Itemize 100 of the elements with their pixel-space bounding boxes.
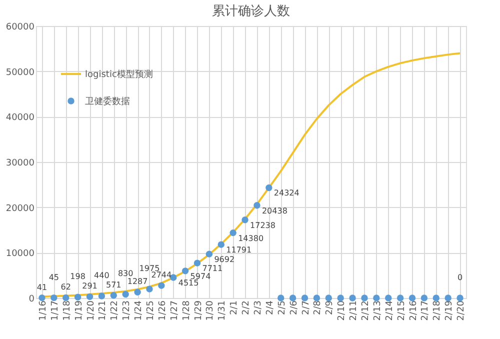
- y-tick-label: 30000: [6, 158, 35, 168]
- y-tick-label: 0: [28, 294, 35, 304]
- x-tick-label: 2/16: [408, 300, 419, 321]
- y-tick-label: 60000: [6, 22, 35, 32]
- data-label: 45: [48, 272, 60, 282]
- point: [218, 241, 224, 248]
- legend-label: logistic模型预测: [85, 69, 153, 80]
- data-label: 14380: [238, 234, 264, 243]
- data-label: 41: [36, 282, 48, 292]
- data-label: 0: [457, 273, 463, 282]
- x-tick-label: 2/18: [432, 300, 443, 321]
- x-tick-label: 2/11: [349, 300, 360, 321]
- data-label: 2744: [151, 270, 172, 280]
- y-tick-label: 10000: [6, 249, 35, 260]
- point: [74, 294, 82, 300]
- x-tick-label: 2/12: [360, 300, 371, 321]
- x-tick-label: 1/31: [218, 300, 228, 321]
- x-tick-label: 2/9: [325, 300, 336, 315]
- x-tick-label: 1/25: [146, 300, 156, 321]
- data-label: 4515: [178, 278, 199, 288]
- point: [98, 292, 106, 300]
- x-tick-label: 2/3: [253, 300, 264, 315]
- data-label: 291: [82, 282, 98, 291]
- chart-title: 累计确诊人数: [212, 4, 290, 19]
- x-tick-label: 1/27: [170, 300, 180, 321]
- x-tick-label: 2/17: [420, 300, 431, 321]
- x-tick-label: 2/4: [265, 300, 276, 315]
- x-tick-label: 1/24: [134, 300, 144, 321]
- x-tick-label: 1/29: [194, 300, 204, 321]
- data-label: 1287: [127, 277, 148, 286]
- data-label: 17238: [250, 220, 276, 230]
- x-tick-label: 2/8: [313, 300, 324, 315]
- legend-label: 卫健委数据: [85, 96, 130, 107]
- data-label: 24324: [274, 188, 300, 198]
- x-tick-label: 2/10: [337, 300, 348, 321]
- x-tick-label: 1/22: [110, 300, 120, 321]
- point: [158, 282, 165, 289]
- point: [337, 294, 344, 302]
- point: [206, 250, 213, 258]
- point: [122, 290, 129, 298]
- y-tick-label: 20000: [6, 204, 35, 214]
- point: [194, 260, 201, 266]
- x-tick-label: 1/26: [158, 300, 168, 321]
- data-label: 62: [60, 282, 71, 292]
- point: [50, 294, 58, 302]
- point: [444, 294, 452, 302]
- x-tick-label: 1/30: [206, 300, 216, 321]
- point: [361, 294, 368, 302]
- point: [182, 268, 189, 274]
- data-label: 198: [70, 272, 86, 282]
- y-tick-label: 50000: [6, 68, 35, 78]
- point: [134, 288, 141, 296]
- point: [62, 294, 70, 302]
- x-tick-label: 1/16: [38, 300, 48, 321]
- x-tick-label: 1/17: [50, 300, 60, 321]
- data-label: 830: [118, 269, 134, 278]
- data-label: 7711: [202, 264, 223, 274]
- x-tick-label: 2/2: [242, 300, 252, 315]
- data-label: 11791: [226, 246, 252, 255]
- point: [110, 292, 117, 299]
- data-label: 440: [94, 271, 110, 280]
- point: [38, 294, 46, 302]
- data-label: 571: [106, 280, 122, 290]
- x-tick-label: 1/23: [122, 300, 132, 321]
- point: [408, 294, 416, 302]
- x-tick-label: 2/13: [372, 300, 383, 321]
- point: [146, 286, 153, 292]
- x-tick-label: 2/1: [230, 300, 240, 315]
- point: [432, 294, 440, 302]
- point: [373, 294, 380, 302]
- point: [456, 294, 464, 302]
- point: [301, 294, 308, 302]
- point: [254, 202, 260, 209]
- data-label: 5974: [190, 272, 211, 281]
- point: [86, 293, 94, 300]
- y-tick-label: 40000: [6, 113, 35, 124]
- x-tick-label: 1/20: [86, 300, 96, 321]
- x-tick-label: 2/7: [301, 300, 312, 315]
- point: [385, 294, 392, 302]
- data-label: 9692: [214, 255, 235, 264]
- point: [313, 294, 320, 302]
- point: [278, 294, 284, 302]
- x-tick-label: 1/19: [74, 300, 84, 321]
- x-tick-label: 2/6: [289, 300, 300, 315]
- x-tick-label: 1/28: [182, 300, 192, 321]
- x-tick-label: 2/15: [396, 300, 407, 321]
- point: [349, 294, 356, 302]
- x-tick-label: 1/21: [98, 300, 108, 321]
- point: [396, 294, 404, 302]
- data-label: 20438: [262, 206, 288, 216]
- x-tick-label: 1/18: [62, 300, 72, 321]
- x-tick-label: 2/19: [444, 300, 455, 321]
- x-tick-label: 2/14: [384, 300, 395, 321]
- x-tick-label: 2/5: [277, 300, 288, 315]
- point: [230, 229, 236, 236]
- point: [325, 294, 332, 302]
- point: [266, 184, 272, 192]
- point: [420, 294, 428, 302]
- point: [289, 294, 296, 302]
- x-tick-label: 2/20: [456, 300, 467, 321]
